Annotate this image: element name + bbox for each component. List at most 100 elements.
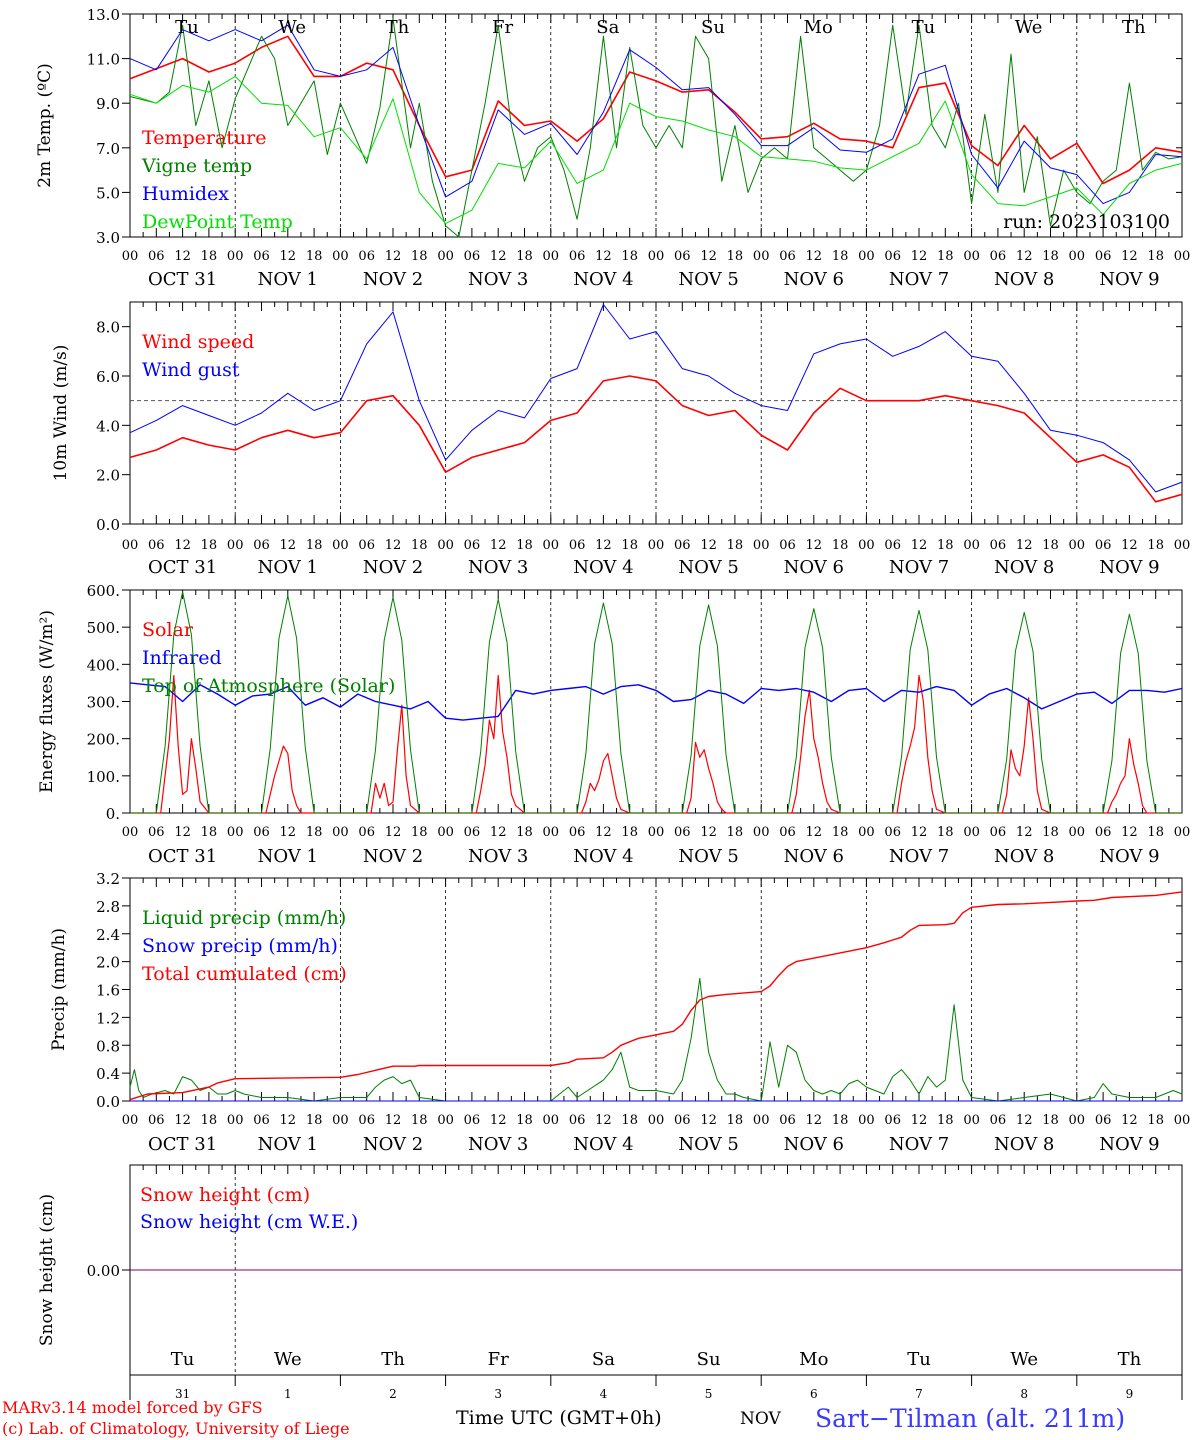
hour-label: 12 xyxy=(385,249,402,264)
hour-label: 00 xyxy=(122,249,139,264)
hour-label: 06 xyxy=(358,825,375,840)
hour-label: 18 xyxy=(516,249,533,264)
hour-label: 06 xyxy=(884,1113,901,1128)
legend-entry: Total cumulated (cm) xyxy=(142,963,347,985)
month-label: NOV xyxy=(740,1409,782,1429)
hour-label: 12 xyxy=(1121,249,1138,264)
date-label: NOV 9 xyxy=(1099,1134,1159,1155)
legend-entry: Top of Atmosphere (Solar) xyxy=(142,675,395,697)
weekday-label: Tu xyxy=(171,1349,195,1370)
date-label: NOV 2 xyxy=(363,846,423,867)
legend-entry: DewPoint Temp xyxy=(142,211,293,233)
series-line-1 xyxy=(129,682,1183,721)
date-label: NOV 4 xyxy=(573,1134,633,1155)
hour-label: 00 xyxy=(543,825,560,840)
hour-label: 12 xyxy=(490,538,507,553)
hour-label: 06 xyxy=(674,825,691,840)
weekday-label: Mo xyxy=(804,17,833,38)
day-number: 9 xyxy=(1126,1387,1134,1401)
hour-label: 12 xyxy=(595,1113,612,1128)
panel-temp: 3.0 5.0 7.0 9.0 11.0 13.0 2m Temp. (ºC) 00 06 12 1… xyxy=(35,6,1190,290)
date-label: NOV 2 xyxy=(363,557,423,578)
date-label: NOV 3 xyxy=(468,846,528,867)
hour-label: 00 xyxy=(227,249,244,264)
weekday-label: We xyxy=(1010,1349,1038,1370)
weekday-label: Tu xyxy=(175,17,199,38)
series-line-1 xyxy=(129,304,1183,493)
hour-label: 00 xyxy=(122,538,139,553)
y-tick-label: 500. xyxy=(87,619,120,637)
day-number: 3 xyxy=(494,1387,502,1401)
hour-label: 06 xyxy=(990,538,1007,553)
hour-label: 12 xyxy=(490,825,507,840)
date-label: NOV 4 xyxy=(573,557,633,578)
day-number: 8 xyxy=(1020,1387,1028,1401)
date-label: NOV 5 xyxy=(678,269,738,290)
legend-entry: Solar xyxy=(142,619,194,641)
day-number: 5 xyxy=(705,1387,713,1401)
panels: 3.05.07.09.011.013.02m Temp. (ºC)00 06 12 1… xyxy=(35,6,1190,1401)
hour-label: 00 xyxy=(1174,538,1191,553)
date-label: NOV 2 xyxy=(363,1134,423,1155)
y-tick-label: 2.0 xyxy=(96,954,120,972)
hour-label: 06 xyxy=(253,1113,270,1128)
hour-label: 12 xyxy=(700,249,717,264)
date-label: NOV 3 xyxy=(468,1134,528,1155)
legend-entry: Humidex xyxy=(142,183,229,205)
y-tick-label: 1.2 xyxy=(96,1009,120,1027)
series-line-1 xyxy=(129,18,1183,238)
panel-snow: 0.00 Snow height (cm) Snow height (cm) Snow… xyxy=(37,1164,1183,1376)
y-tick-label: 300. xyxy=(87,694,120,712)
y-tick-label: 2.8 xyxy=(96,898,120,916)
series-line-2 xyxy=(129,891,1183,1101)
footer-model-credit: MARv3.14 model forced by GFS xyxy=(2,1398,263,1417)
hour-label: 00 xyxy=(1174,1113,1191,1128)
hour-label: 06 xyxy=(884,825,901,840)
hour-label: 12 xyxy=(174,538,191,553)
hour-label: 00 xyxy=(332,538,349,553)
weekday-label: We xyxy=(274,1349,302,1370)
y-tick-label: 13.0 xyxy=(87,6,120,24)
hour-label: 00 xyxy=(753,538,770,553)
hour-label: 00 xyxy=(437,538,454,553)
hour-label: 18 xyxy=(306,1113,323,1128)
date-label: NOV 7 xyxy=(889,1134,949,1155)
plot-frame xyxy=(129,589,1183,814)
date-label: NOV 1 xyxy=(258,557,318,578)
hour-label: 00 xyxy=(227,1113,244,1128)
hour-label: 06 xyxy=(569,1113,586,1128)
hour-label: 00 xyxy=(543,249,560,264)
series-line-0 xyxy=(129,35,1183,185)
hour-label: 00 xyxy=(858,1113,875,1128)
date-label: NOV 4 xyxy=(573,269,633,290)
hour-label: 06 xyxy=(464,538,481,553)
run-label: run: 2023103100 xyxy=(1003,211,1170,233)
hour-label: 12 xyxy=(1121,538,1138,553)
hour-label: 00 xyxy=(753,1113,770,1128)
date-label: NOV 1 xyxy=(258,846,318,867)
hour-label: 00 xyxy=(963,825,980,840)
hour-label: 12 xyxy=(806,825,823,840)
legend-entry: Temperature xyxy=(142,127,266,149)
hour-label: 12 xyxy=(280,1113,297,1128)
date-label: OCT 31 xyxy=(148,269,217,290)
date-label: NOV 9 xyxy=(1099,846,1159,867)
hour-label: 06 xyxy=(990,249,1007,264)
date-label: NOV 3 xyxy=(468,269,528,290)
hour-label: 12 xyxy=(1016,825,1033,840)
x-axis-label: Time UTC (GMT+0h) xyxy=(456,1407,662,1429)
hour-label: 12 xyxy=(385,1113,402,1128)
hour-label: 18 xyxy=(621,825,638,840)
y-axis-label: Energy fluxes (W/m²) xyxy=(37,610,57,793)
hour-label: 12 xyxy=(911,825,928,840)
hour-label: 18 xyxy=(1042,825,1059,840)
hour-label: 18 xyxy=(411,538,428,553)
hour-label: 18 xyxy=(1042,249,1059,264)
weekday-label: Th xyxy=(381,1349,405,1370)
hour-label: 00 xyxy=(753,825,770,840)
date-label: NOV 8 xyxy=(994,269,1054,290)
hour-label: 06 xyxy=(779,1113,796,1128)
hour-label: 12 xyxy=(1016,1113,1033,1128)
